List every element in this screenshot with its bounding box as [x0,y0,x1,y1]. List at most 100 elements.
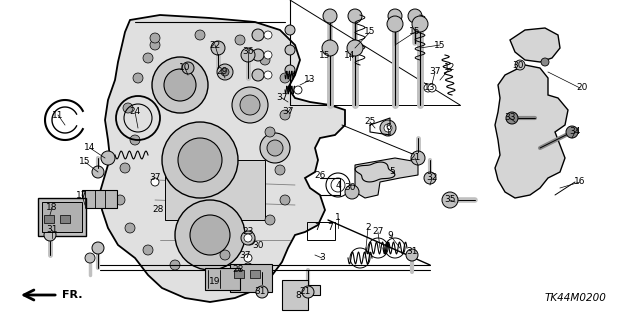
Circle shape [264,51,272,59]
Text: 31: 31 [46,226,58,234]
Text: 24: 24 [129,108,141,116]
Circle shape [256,286,268,298]
Circle shape [211,41,225,55]
Circle shape [115,195,125,205]
Text: 7: 7 [314,224,320,233]
Text: 19: 19 [209,278,221,286]
Circle shape [264,31,272,39]
Circle shape [265,127,275,137]
Text: 16: 16 [574,177,586,187]
Polygon shape [510,28,560,62]
Text: 3: 3 [319,254,325,263]
Circle shape [178,138,222,182]
Circle shape [150,40,160,50]
Circle shape [190,215,230,255]
Circle shape [294,86,302,94]
Bar [44,215,54,223]
Circle shape [264,71,272,79]
Text: 13: 13 [304,76,316,85]
Circle shape [175,200,245,270]
Text: 37: 37 [149,174,161,182]
Text: 35: 35 [444,196,456,204]
Circle shape [442,192,458,208]
Circle shape [515,60,525,70]
Circle shape [123,103,133,113]
Text: 31: 31 [254,287,266,296]
Circle shape [424,172,436,184]
Text: 11: 11 [52,110,64,120]
Text: 2: 2 [365,224,371,233]
Circle shape [267,140,283,156]
Circle shape [424,84,432,92]
Text: FR.: FR. [62,290,83,300]
Circle shape [125,223,135,233]
Circle shape [265,215,275,225]
Circle shape [252,49,264,61]
Circle shape [302,286,314,298]
Text: 33: 33 [504,114,516,122]
Text: 8: 8 [295,291,301,300]
Text: 37: 37 [276,93,288,102]
Text: 21: 21 [410,153,420,162]
Text: 18: 18 [46,204,58,212]
Circle shape [195,30,205,40]
Circle shape [92,166,104,178]
Text: 12: 12 [444,63,456,72]
Circle shape [428,84,436,92]
Text: 30: 30 [252,241,264,249]
Bar [38,198,86,236]
Circle shape [120,163,130,173]
Circle shape [143,245,153,255]
Bar [60,215,70,223]
Circle shape [101,151,115,165]
Circle shape [347,40,363,56]
Circle shape [260,55,270,65]
Text: 37: 37 [239,250,251,259]
Circle shape [406,249,418,261]
Bar [82,190,117,208]
Circle shape [85,253,95,263]
Text: 9: 9 [387,231,393,240]
Bar [250,270,260,278]
Text: 1: 1 [335,213,341,222]
Text: 13: 13 [424,84,436,93]
Circle shape [387,16,403,32]
Bar [234,270,244,278]
Circle shape [285,45,295,55]
Bar [230,264,272,292]
Bar [165,160,265,220]
Circle shape [275,165,285,175]
Text: 31: 31 [406,248,418,256]
Polygon shape [355,158,418,198]
Circle shape [506,112,518,124]
Circle shape [143,53,153,63]
Text: 28: 28 [232,265,244,275]
Text: 20: 20 [576,84,588,93]
Bar [307,222,335,240]
Circle shape [380,120,396,136]
Circle shape [411,151,425,165]
Circle shape [133,73,143,83]
Text: 15: 15 [435,41,445,49]
Circle shape [244,234,252,242]
Circle shape [130,135,140,145]
Circle shape [150,33,160,43]
Circle shape [232,87,268,123]
Circle shape [566,126,578,138]
Circle shape [164,69,196,101]
Circle shape [170,260,180,270]
Text: 14: 14 [344,50,356,60]
Text: 32: 32 [426,174,438,182]
Text: 4: 4 [335,181,341,189]
Text: 15: 15 [319,50,331,60]
Circle shape [245,235,255,245]
Circle shape [345,185,359,199]
Circle shape [151,178,159,186]
Text: 6: 6 [385,123,391,132]
Text: 15: 15 [364,27,376,36]
Circle shape [217,64,233,80]
Text: 14: 14 [84,144,96,152]
Circle shape [252,69,264,81]
Circle shape [44,229,56,241]
Polygon shape [100,15,345,302]
